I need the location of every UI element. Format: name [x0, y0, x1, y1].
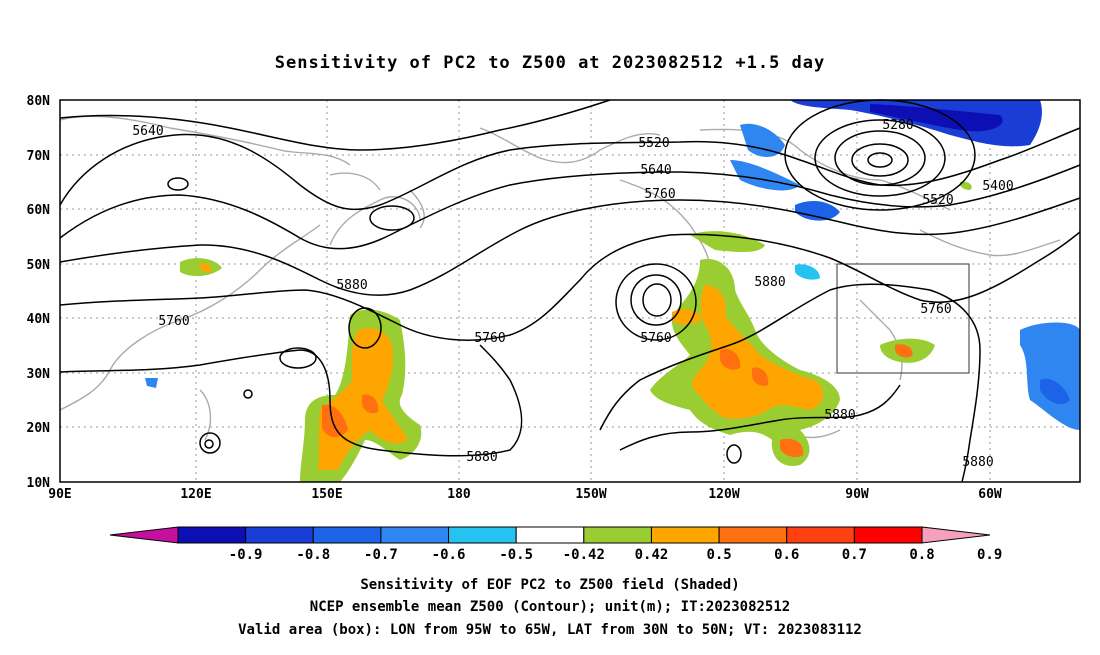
footer-line-2: NCEP ensemble mean Z500 (Contour); unit(…	[310, 599, 790, 615]
contour-label: 5400	[982, 179, 1013, 194]
footer-line-1: Sensitivity of EOF PC2 to Z500 field (Sh…	[360, 577, 739, 593]
contour-label: 5880	[336, 278, 367, 293]
colorbar-label: 0.42	[635, 547, 669, 563]
colorbar-swatch	[650, 526, 720, 544]
colorbar-swatch	[312, 526, 382, 544]
colorbar-swatch	[177, 526, 247, 544]
colorbar: -0.9 -0.8 -0.7 -0.6 -0.5 -0.42 0.42 0.5 0.6 0.7 0.…	[109, 526, 1002, 563]
lat-axis: 80N 70N 60N 50N 40N 30N 20N 10N	[27, 94, 51, 491]
lon-tick: 120E	[180, 487, 211, 502]
contour-label: 5880	[466, 450, 497, 465]
lat-tick: 20N	[27, 421, 51, 436]
colorbar-label: -0.9	[229, 547, 263, 563]
colorbar-swatch	[853, 526, 923, 544]
lon-tick: 120W	[708, 487, 739, 502]
lon-tick: 150E	[311, 487, 342, 502]
contour-label: 5760	[474, 331, 505, 346]
colorbar-swatch	[448, 526, 517, 544]
lat-tick: 80N	[27, 94, 51, 109]
colorbar-swatch	[583, 526, 652, 544]
contour-label: 5760	[644, 187, 675, 202]
contour-label: 5760	[640, 331, 671, 346]
lon-tick: 60W	[978, 487, 1002, 502]
colorbar-label: -0.5	[499, 547, 533, 563]
lon-tick: 90W	[845, 487, 869, 502]
lat-tick: 10N	[27, 476, 51, 491]
colorbar-swatch	[245, 526, 314, 544]
contour-label: 5880	[824, 408, 855, 423]
shading-positive	[180, 181, 972, 482]
contour-label: 5520	[638, 136, 669, 151]
contour-label: 5880	[962, 455, 993, 470]
contour-labels: 5640 5520 5640 5760 5280 5400 5520 5880 …	[132, 118, 1013, 470]
colorbar-label: -0.42	[563, 547, 605, 563]
z500-contours	[59, 99, 1081, 483]
lat-tick: 40N	[27, 312, 51, 327]
lon-tick: 150W	[575, 487, 606, 502]
shading-negative	[145, 100, 1080, 430]
colorbar-label: 0.9	[977, 547, 1002, 563]
contour-label: 5640	[132, 124, 163, 139]
colorbar-label: -0.7	[364, 547, 398, 563]
colorbar-swatch	[718, 526, 788, 544]
colorbar-label: -0.8	[296, 547, 330, 563]
colorbar-label: 0.7	[842, 547, 867, 563]
map-frame	[59, 99, 1081, 483]
colorbar-swatch	[515, 526, 585, 544]
lat-tick: 30N	[27, 367, 51, 382]
contour-label: 5640	[640, 163, 671, 178]
lon-axis: 90E 120E 150E 180 150W 120W 90W 60W	[48, 487, 1002, 502]
colorbar-label: 0.8	[909, 547, 934, 563]
contour-label: 5520	[922, 193, 953, 208]
colorbar-arrow-high	[921, 526, 991, 544]
contour-label: 5880	[754, 275, 785, 290]
contour-label: 5760	[920, 302, 951, 317]
colorbar-swatch	[786, 526, 855, 544]
lat-tick: 50N	[27, 258, 51, 273]
footer-line-3: Valid area (box): LON from 95W to 65W, L…	[238, 622, 862, 638]
colorbar-arrow-low	[109, 526, 179, 544]
colorbar-label: 0.6	[774, 547, 799, 563]
colorbar-label: -0.6	[432, 547, 466, 563]
lon-tick: 90E	[48, 487, 71, 502]
colorbar-swatch	[380, 526, 450, 544]
contour-label: 5280	[882, 118, 913, 133]
colorbar-label: 0.5	[706, 547, 731, 563]
valid-area-box	[836, 263, 970, 374]
lat-tick: 60N	[27, 203, 51, 218]
lon-tick: 180	[447, 487, 471, 502]
lat-tick: 70N	[27, 149, 51, 164]
figure-title: Sensitivity of PC2 to Z500 at 2023082512…	[275, 53, 826, 73]
map-panel: 5640 5520 5640 5760 5280 5400 5520 5880 …	[59, 99, 1081, 483]
contour-label: 5760	[158, 314, 189, 329]
